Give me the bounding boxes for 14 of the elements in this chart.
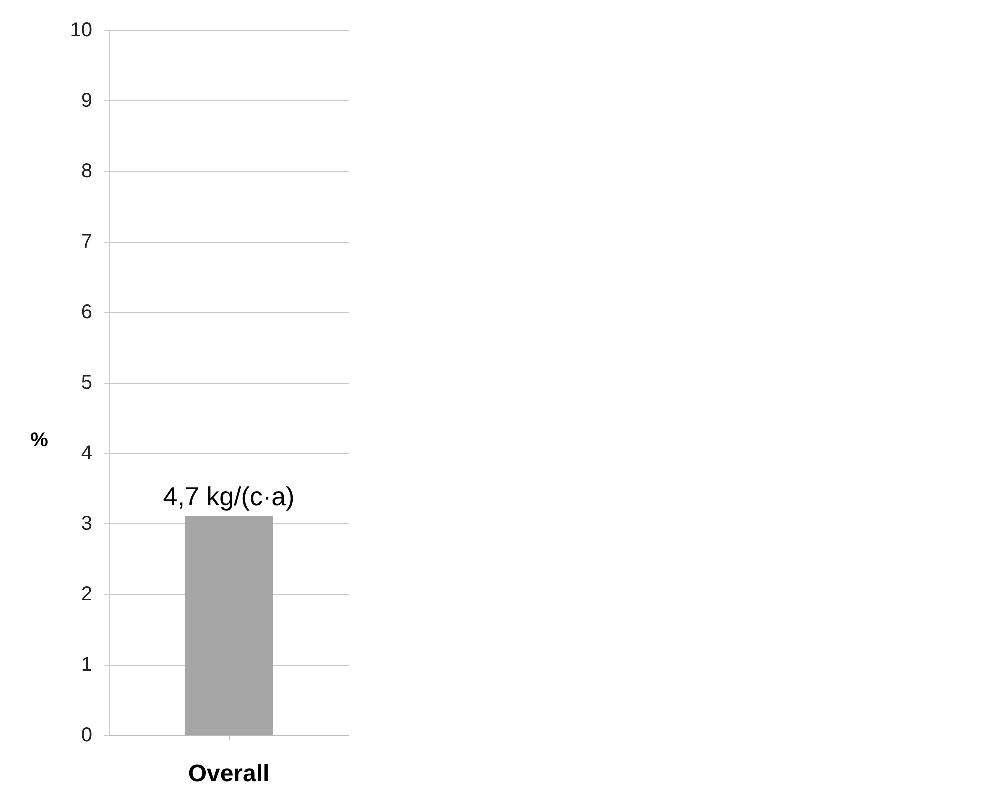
y-tick-label: 5 (81, 372, 92, 394)
y-tick-label: 7 (81, 231, 92, 253)
y-axis-title: % (30, 430, 49, 452)
x-tick-label: Overall (188, 760, 270, 788)
y-tick-label: 0 (81, 724, 92, 746)
y-tick-label: 3 (81, 513, 92, 535)
y-tick-label: 9 (81, 90, 92, 112)
y-tick-label: 6 (81, 302, 92, 324)
y-tick-label: 4 (81, 442, 92, 464)
annotation: 4,7 kg/(c·a) (163, 481, 295, 512)
y-tick-label: 1 (81, 654, 92, 676)
y-tick-label: 2 (81, 584, 92, 606)
y-tick-label: 8 (81, 160, 92, 182)
y-tick-label: 10 (70, 20, 92, 42)
